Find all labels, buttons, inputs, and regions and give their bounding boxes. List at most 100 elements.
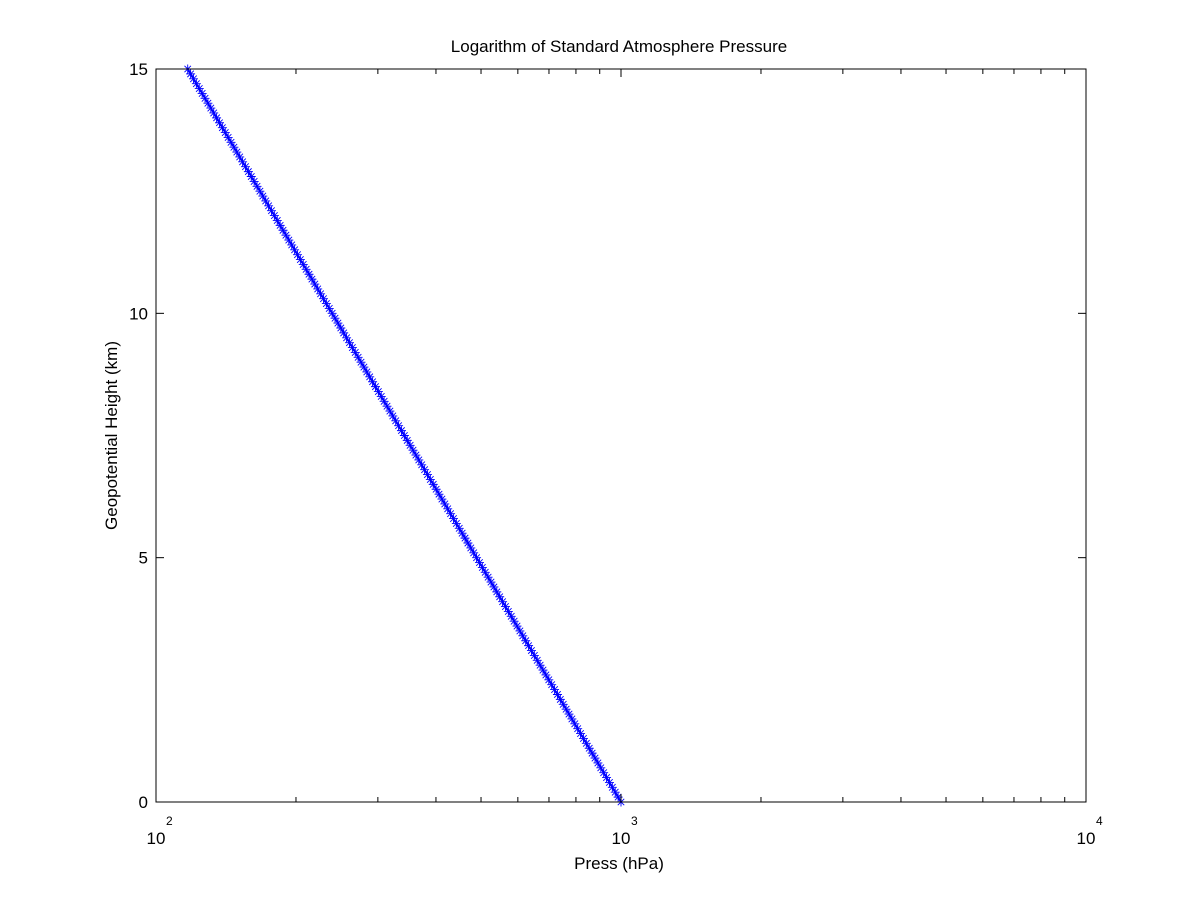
data-point-marker xyxy=(298,259,308,269)
data-point-marker xyxy=(382,401,392,411)
data-point-marker xyxy=(584,743,594,753)
data-point-marker xyxy=(269,211,279,221)
data-point-marker xyxy=(252,181,262,191)
data-point-marker xyxy=(238,157,248,167)
data-point-marker xyxy=(333,318,343,328)
data-point-marker xyxy=(295,255,305,265)
data-point-marker xyxy=(321,299,331,309)
y-tick-label: 5 xyxy=(139,549,148,568)
plot-frame xyxy=(155,68,1087,803)
data-point-marker xyxy=(232,147,242,157)
data-point-marker xyxy=(443,504,453,514)
data-point-marker xyxy=(356,357,366,367)
data-point-marker xyxy=(506,611,516,621)
data-point-marker xyxy=(197,88,207,98)
data-point-marker xyxy=(524,641,534,651)
chart-title: Logarithm of Standard Atmosphere Pressur… xyxy=(451,37,787,56)
y-tick-label: 0 xyxy=(139,793,148,812)
data-point-marker xyxy=(518,631,528,641)
data-point-marker xyxy=(188,74,198,84)
data-point-marker xyxy=(503,606,513,616)
data-point-marker xyxy=(290,245,300,255)
data-point-marker xyxy=(388,411,398,421)
data-point-marker xyxy=(422,470,432,480)
data-point-marker xyxy=(266,206,276,216)
data-point-marker xyxy=(573,724,583,734)
data-point-marker xyxy=(212,113,222,123)
data-point-marker xyxy=(578,733,588,743)
data-point-marker xyxy=(301,264,311,274)
data-point-marker xyxy=(538,665,548,675)
y-axis-label: Geopotential Height (km) xyxy=(102,341,121,530)
series-layer xyxy=(183,64,626,807)
data-point-marker xyxy=(599,768,609,778)
data-point-marker xyxy=(226,137,236,147)
data-point-marker xyxy=(281,230,291,240)
data-point-marker xyxy=(526,646,536,656)
data-point-marker xyxy=(515,626,525,636)
data-point-marker xyxy=(428,479,438,489)
data-point-marker xyxy=(258,191,268,201)
data-point-marker xyxy=(359,362,369,372)
data-point-marker xyxy=(581,738,591,748)
data-point-marker xyxy=(368,377,378,387)
y-tick-label: 15 xyxy=(129,60,148,79)
data-point-marker xyxy=(235,152,245,162)
data-point-marker xyxy=(552,689,562,699)
data-point-marker xyxy=(405,440,415,450)
x-axis-label: Press (hPa) xyxy=(574,854,664,873)
data-point-marker xyxy=(564,709,574,719)
x-tick-label-exponent: 4 xyxy=(1096,814,1103,828)
data-point-marker xyxy=(486,577,496,587)
data-point-marker xyxy=(362,367,372,377)
data-point-marker xyxy=(261,196,271,206)
data-point-marker xyxy=(220,128,230,138)
data-point-marker xyxy=(292,250,302,260)
data-point-marker xyxy=(451,518,461,528)
data-point-marker xyxy=(596,763,606,773)
data-point-marker xyxy=(275,220,285,230)
data-point-marker xyxy=(249,176,259,186)
data-point-marker xyxy=(558,699,568,709)
data-point-marker xyxy=(417,460,427,470)
data-point-marker xyxy=(264,201,274,211)
data-point-marker xyxy=(610,787,620,797)
data-point-marker xyxy=(544,675,554,685)
data-point-marker xyxy=(477,562,487,572)
data-point-marker xyxy=(593,758,603,768)
data-point-marker xyxy=(287,240,297,250)
data-point-marker xyxy=(535,660,545,670)
data-point-marker xyxy=(186,69,196,79)
data-point-marker xyxy=(440,499,450,509)
data-point-marker xyxy=(304,269,314,279)
data-point-marker xyxy=(391,416,401,426)
data-point-marker xyxy=(278,225,288,235)
data-point-marker xyxy=(472,553,482,563)
data-point-marker xyxy=(272,215,282,225)
data-point-marker xyxy=(498,597,508,607)
data-point-marker xyxy=(561,704,571,714)
data-point-marker xyxy=(200,93,210,103)
x-tick-label-exponent: 2 xyxy=(166,814,173,828)
data-point-marker xyxy=(316,289,326,299)
data-point-marker xyxy=(414,455,424,465)
data-point-marker xyxy=(463,538,473,548)
data-point-marker xyxy=(194,84,204,94)
data-point-marker xyxy=(604,777,614,787)
data-point-marker xyxy=(324,303,334,313)
data-point-marker xyxy=(483,572,493,582)
data-point-marker xyxy=(437,494,447,504)
data-point-marker xyxy=(408,445,418,455)
data-point-marker xyxy=(255,186,265,196)
data-point-marker xyxy=(347,343,357,353)
data-point-marker xyxy=(365,372,375,382)
data-point-marker xyxy=(411,450,421,460)
data-point-marker xyxy=(307,274,317,284)
data-point-marker xyxy=(431,484,441,494)
data-point-marker xyxy=(555,694,565,704)
data-point-marker xyxy=(532,655,542,665)
data-point-marker xyxy=(229,142,239,152)
data-point-marker xyxy=(339,328,349,338)
